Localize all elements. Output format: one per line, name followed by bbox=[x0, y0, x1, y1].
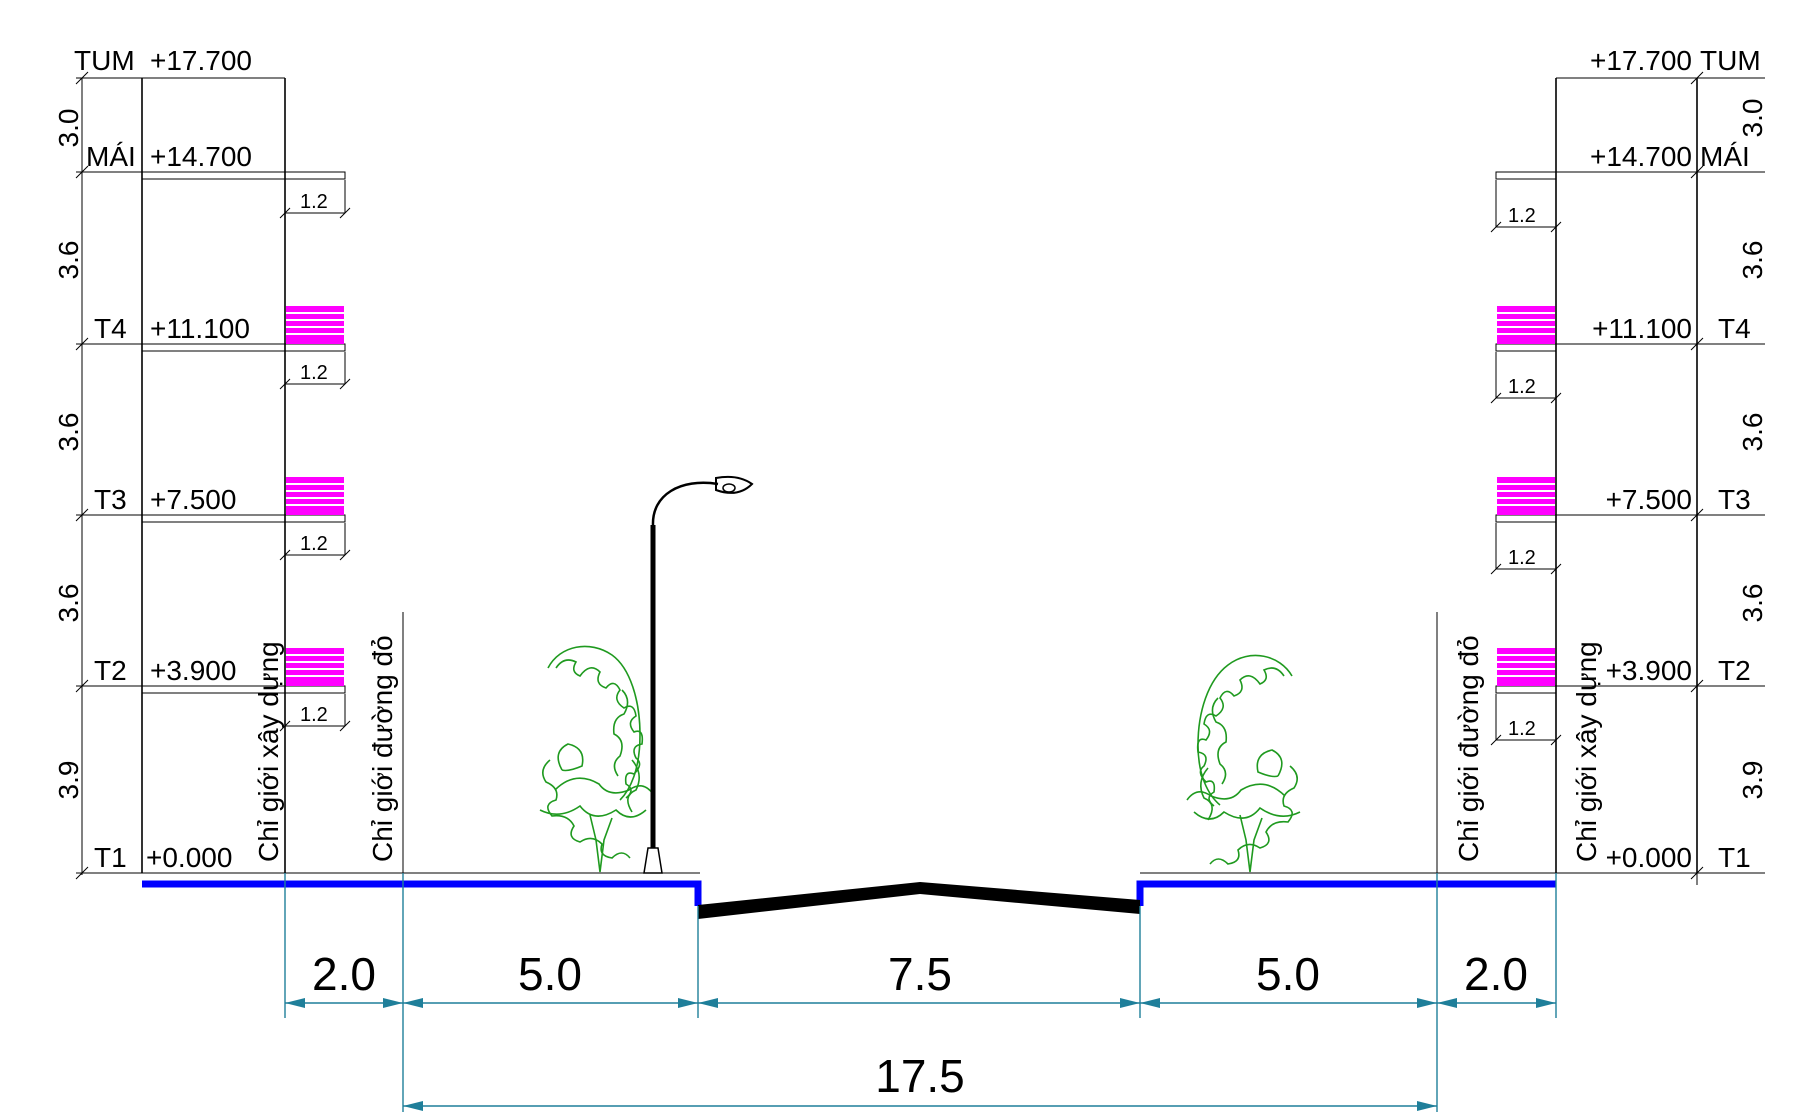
road-line-label-left: Chỉ giới đường đỏ bbox=[367, 635, 398, 862]
floor-elev-t2-left: +3.900 bbox=[150, 655, 236, 686]
right-building: 1.2 1.2 1.2 1.2 +17.700 TUM +14.700 MÁI … bbox=[1140, 45, 1768, 885]
floor-height-t2-left: 3.9 bbox=[53, 761, 84, 800]
balcony-dim-right-2: 1.2 bbox=[1508, 376, 1536, 398]
dim-setback-right: 2.0 bbox=[1464, 948, 1528, 1000]
floor-name-mai-right: MÁI bbox=[1700, 141, 1750, 172]
balcony-dim-left-3: 1.2 bbox=[300, 533, 328, 555]
balcony-dim-left-2: 1.2 bbox=[300, 362, 328, 384]
floor-name-t1-right: T1 bbox=[1718, 842, 1751, 873]
tree-left bbox=[539, 645, 654, 873]
floor-name-tum-left: TUM bbox=[74, 45, 135, 76]
floor-name-tum-right: TUM bbox=[1700, 45, 1761, 76]
floor-elev-t1-right: +0.000 bbox=[1606, 842, 1692, 873]
street-lamp bbox=[643, 475, 754, 874]
floor-height-t3-left: 3.6 bbox=[53, 584, 84, 623]
floor-elev-t4-left: +11.100 bbox=[150, 313, 250, 344]
balcony-dim-left-4: 1.2 bbox=[300, 704, 328, 726]
floor-elev-t2-right: +3.900 bbox=[1606, 655, 1692, 686]
road-line-label-right: Chỉ giới đường đỏ bbox=[1453, 635, 1484, 862]
floor-height-t3-right: 3.6 bbox=[1737, 584, 1768, 623]
balcony-rail-t4 bbox=[286, 306, 344, 344]
floor-height-tum-left: 3.0 bbox=[53, 109, 84, 148]
floor-elev-tum-right: +17.700 bbox=[1590, 45, 1692, 76]
street bbox=[142, 872, 1556, 919]
floor-elev-mai-right: +14.700 bbox=[1590, 141, 1692, 172]
sidewalk-right bbox=[1136, 880, 1556, 906]
floor-elev-t3-left: +7.500 bbox=[150, 484, 236, 515]
balcony-dim-right-1: 1.2 bbox=[1508, 205, 1536, 227]
left-building: 1.2 1.2 1.2 1.2 TUM +17.700 MÁI +14.700 … bbox=[53, 45, 700, 880]
balcony-dim-right-4: 1.2 bbox=[1508, 718, 1536, 740]
floor-name-t4-left: T4 bbox=[94, 313, 127, 344]
floor-elev-mai-left: +14.700 bbox=[150, 141, 252, 172]
road-surface bbox=[698, 882, 1140, 919]
floor-name-t2-left: T2 bbox=[94, 655, 127, 686]
floor-elev-tum-left: +17.700 bbox=[150, 45, 252, 76]
floor-name-t2-right: T2 bbox=[1718, 655, 1751, 686]
floor-height-mai-right: 3.6 bbox=[1737, 241, 1768, 280]
tree-right bbox=[1186, 654, 1301, 873]
balcony-rail-t3-right bbox=[1497, 477, 1555, 515]
floor-height-mai-left: 3.6 bbox=[53, 241, 84, 280]
balcony-rail-t4-right bbox=[1497, 306, 1555, 344]
floor-name-t4-right: T4 bbox=[1718, 313, 1751, 344]
floor-height-tum-right: 3.0 bbox=[1737, 99, 1768, 138]
floor-height-t2-right: 3.9 bbox=[1737, 761, 1768, 800]
floor-height-t4-left: 3.6 bbox=[53, 413, 84, 452]
build-line-label-right: Chỉ giới xây dựng bbox=[1571, 641, 1602, 862]
build-line-label-left: Chỉ giới xây dựng bbox=[253, 641, 284, 862]
balcony-dim-left-1: 1.2 bbox=[300, 191, 328, 213]
balcony-rail-t2 bbox=[286, 648, 344, 686]
dim-sidewalk-left: 5.0 bbox=[518, 948, 582, 1000]
balcony-rail-t3 bbox=[286, 477, 344, 515]
dim-carriageway: 7.5 bbox=[888, 948, 952, 1000]
floor-elev-t4-right: +11.100 bbox=[1592, 313, 1692, 344]
floor-height-t4-right: 3.6 bbox=[1737, 413, 1768, 452]
dimension-lines: 2.0 5.0 7.5 5.0 2.0 17.5 bbox=[284, 873, 1557, 1112]
floor-elev-t1-left: +0.000 bbox=[146, 842, 232, 873]
floor-name-mai-left: MÁI bbox=[86, 141, 136, 172]
dim-setback-left: 2.0 bbox=[312, 948, 376, 1000]
sidewalk-left bbox=[142, 880, 702, 906]
floor-name-t3-right: T3 bbox=[1718, 484, 1751, 515]
dim-total: 17.5 bbox=[875, 1050, 965, 1102]
floor-name-t1-left: T1 bbox=[94, 842, 127, 873]
balcony-dim-right-3: 1.2 bbox=[1508, 547, 1536, 569]
balcony-rail-t2-right bbox=[1497, 648, 1555, 686]
dim-sidewalk-right: 5.0 bbox=[1256, 948, 1320, 1000]
floor-elev-t3-right: +7.500 bbox=[1606, 484, 1692, 515]
floor-name-t3-left: T3 bbox=[94, 484, 127, 515]
